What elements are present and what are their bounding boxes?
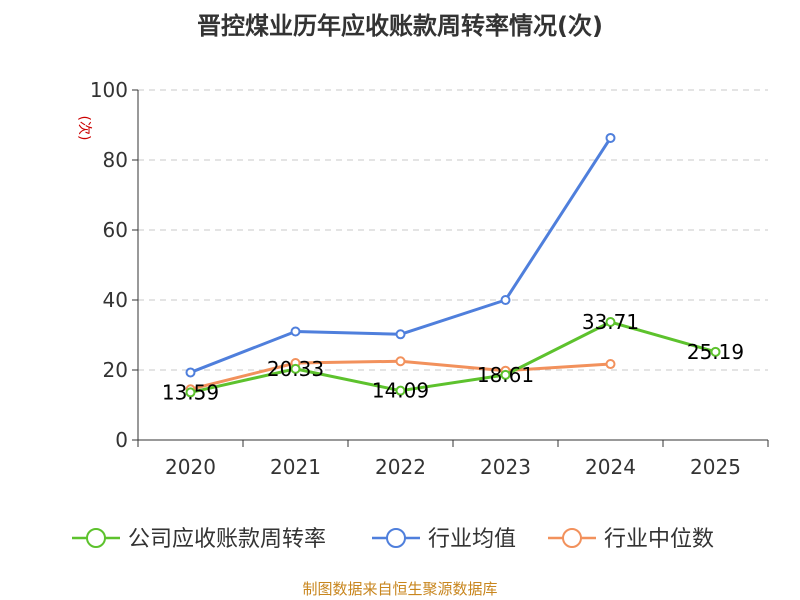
- source-note: 制图数据来自恒生聚源数据库: [302, 580, 498, 598]
- series-line-0: [190, 320, 716, 394]
- data-label: 14.09: [372, 379, 429, 403]
- x-tick-label: 2021: [270, 455, 321, 479]
- series-layer: [185, 132, 721, 398]
- legend-marker: [86, 528, 106, 548]
- y-tick-label: 20: [103, 358, 128, 382]
- data-point: [290, 363, 301, 374]
- data-label: 25.19: [687, 340, 744, 364]
- axis-ticks: 0 20 40 60 80 100 2020 2021 2022 2023 2024 2025: [90, 78, 769, 479]
- legend-label: 行业中位数: [604, 527, 714, 552]
- axes: [137, 90, 768, 441]
- data-label: 18.61: [477, 363, 534, 387]
- legend[interactable]: 公司应收账款周转率 行业均值 行业中位数: [72, 527, 714, 552]
- data-labels: 13.59 20.33 14.09 18.61 33.71 25.19: [162, 310, 744, 404]
- y-tick-label: 80: [103, 148, 128, 172]
- legend-marker: [562, 528, 582, 548]
- data-point: [290, 326, 301, 337]
- data-point: [605, 317, 616, 328]
- chart-title: 晋控煤业历年应收账款周转率情况(次): [197, 12, 603, 40]
- data-point: [185, 387, 196, 398]
- x-tick-label: 2023: [480, 455, 531, 479]
- x-tick-label: 2024: [585, 455, 636, 479]
- y-tick-label: 0: [115, 428, 128, 452]
- x-tick-label: 2022: [375, 455, 426, 479]
- legend-marker: [386, 528, 406, 548]
- data-point: [500, 369, 511, 380]
- data-point: [395, 356, 406, 367]
- data-point: [185, 367, 196, 378]
- legend-label: 公司应收账款周转率: [128, 527, 326, 552]
- y-tick-label: 60: [103, 218, 128, 242]
- data-point: [605, 132, 616, 143]
- data-point: [500, 295, 511, 305]
- y-tick-label: 40: [103, 288, 128, 312]
- data-point: [395, 329, 406, 340]
- data-label: 20.33: [267, 357, 324, 381]
- legend-item[interactable]: 行业中位数: [548, 527, 714, 552]
- y-axis-label: (次): [76, 116, 92, 141]
- data-point: [605, 359, 616, 370]
- legend-item[interactable]: 行业均值: [372, 527, 516, 552]
- legend-item[interactable]: 公司应收账款周转率: [72, 527, 326, 552]
- y-tick-label: 100: [90, 78, 128, 102]
- data-label: 33.71: [582, 310, 639, 334]
- data-label: 13.59: [162, 380, 219, 404]
- legend-label: 行业均值: [428, 527, 516, 552]
- x-tick-label: 2020: [165, 455, 216, 479]
- data-point: [710, 346, 721, 357]
- x-tick-label: 2025: [690, 455, 741, 479]
- data-point: [395, 385, 406, 396]
- grid-lines: [138, 89, 768, 371]
